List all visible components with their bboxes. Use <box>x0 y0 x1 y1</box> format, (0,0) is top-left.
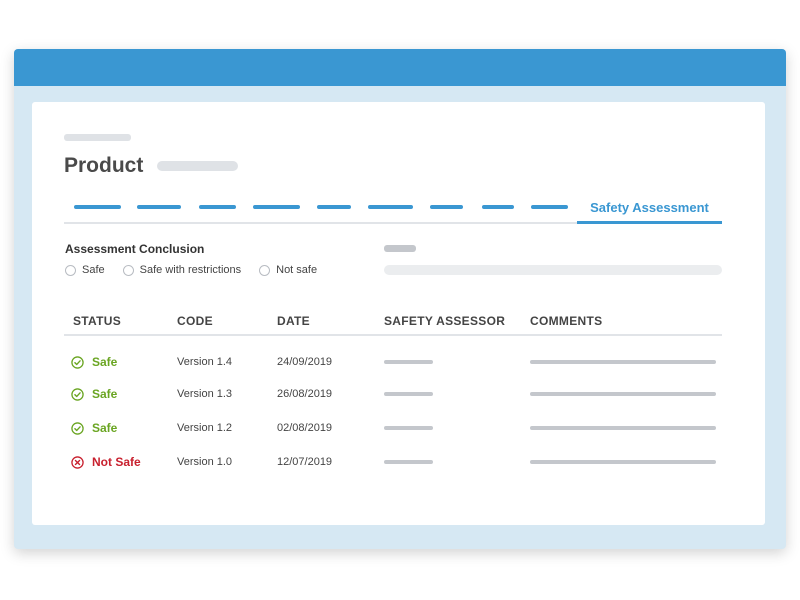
column-header-date[interactable]: DATE <box>277 314 310 328</box>
comments-placeholder <box>530 426 716 430</box>
tab-placeholder[interactable] <box>74 205 121 209</box>
radio-label: Safe <box>82 264 105 276</box>
code-cell: Version 1.3 <box>177 388 233 400</box>
status-text: Safe <box>92 355 118 369</box>
date-cell: 24/09/2019 <box>277 356 333 368</box>
table-header: STATUS CODE DATE SAFETY ASSESSOR COMMENT… <box>64 312 722 336</box>
code-cell: Version 1.4 <box>177 356 233 368</box>
tab-placeholder[interactable] <box>531 205 568 209</box>
table-row[interactable]: Not Safe Version 1.0 12/07/2019 <box>64 446 722 478</box>
field-label-placeholder <box>384 245 416 252</box>
code-cell: Version 1.0 <box>177 456 233 468</box>
comments-placeholder <box>530 392 716 396</box>
check-circle-icon <box>71 421 84 435</box>
table-row[interactable]: Safe Version 1.2 02/08/2019 <box>64 410 722 446</box>
check-circle-icon <box>71 355 84 369</box>
app-window: Product Safety Assessment Assessment Con… <box>14 49 786 549</box>
table-row[interactable]: Safe Version 1.4 24/09/2019 <box>64 346 722 378</box>
field-input-placeholder[interactable] <box>384 265 722 275</box>
assessor-placeholder <box>384 360 433 364</box>
column-header-status[interactable]: STATUS <box>73 314 122 328</box>
x-circle-icon <box>71 455 84 469</box>
tab-placeholder[interactable] <box>137 205 181 209</box>
tab-placeholder[interactable] <box>317 205 351 209</box>
column-header-assessor[interactable]: SAFETY ASSESSOR <box>384 314 506 328</box>
page-title: Product <box>64 154 144 177</box>
content-panel: Product Safety Assessment Assessment Con… <box>32 102 765 525</box>
table-row[interactable]: Safe Version 1.3 26/08/2019 <box>64 378 722 410</box>
assessor-placeholder <box>384 460 433 464</box>
radio-safe-with-restrictions[interactable]: Safe with restrictions <box>122 264 242 276</box>
product-subtitle-placeholder <box>157 161 238 171</box>
status-text: Not Safe <box>92 455 141 469</box>
column-header-comments[interactable]: COMMENTS <box>530 314 603 328</box>
status-cell: Safe <box>71 387 117 401</box>
tab-placeholder[interactable] <box>199 205 236 209</box>
radio-circle-icon[interactable] <box>259 264 271 276</box>
breadcrumb-placeholder <box>64 134 131 141</box>
assessor-placeholder <box>384 392 433 396</box>
radio-label: Safe with restrictions <box>139 264 242 276</box>
assessment-radio-group: Safe Safe with restrictions Not safe <box>65 264 317 276</box>
tab-bar-divider <box>64 222 722 224</box>
tab-placeholder[interactable] <box>253 205 300 209</box>
radio-label: Not safe <box>276 264 318 276</box>
radio-circle-icon[interactable] <box>65 264 76 276</box>
assessment-conclusion-label: Assessment Conclusion <box>65 242 205 256</box>
status-cell: Not Safe <box>71 455 141 469</box>
radio-not-safe[interactable]: Not safe <box>259 264 317 276</box>
tab-placeholder[interactable] <box>368 205 413 209</box>
assessment-table: STATUS CODE DATE SAFETY ASSESSOR COMMENT… <box>64 312 722 478</box>
code-cell: Version 1.2 <box>177 422 233 434</box>
status-text: Safe <box>92 421 118 435</box>
radio-safe[interactable]: Safe <box>65 264 105 276</box>
tab-bar: Safety Assessment <box>64 196 722 224</box>
radio-circle-icon[interactable] <box>122 264 134 276</box>
tab-safety-assessment[interactable]: Safety Assessment <box>577 196 722 224</box>
date-cell: 12/07/2019 <box>277 456 333 468</box>
comments-placeholder <box>530 460 716 464</box>
comments-placeholder <box>530 360 716 364</box>
tab-placeholder[interactable] <box>430 205 463 209</box>
status-cell: Safe <box>71 355 117 369</box>
date-cell: 02/08/2019 <box>277 422 333 434</box>
status-text: Safe <box>92 387 118 401</box>
assessor-placeholder <box>384 426 433 430</box>
tab-placeholder[interactable] <box>482 205 514 209</box>
column-header-code[interactable]: CODE <box>177 314 213 328</box>
title-bar <box>14 49 786 86</box>
status-cell: Safe <box>71 421 117 435</box>
check-circle-icon <box>71 387 84 401</box>
date-cell: 26/08/2019 <box>277 388 333 400</box>
